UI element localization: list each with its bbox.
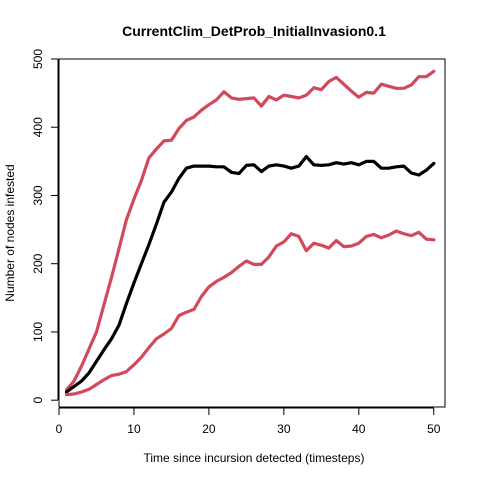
series-line-3 [64,229,436,397]
y-tick-label: 0 [31,397,45,404]
chart-title: CurrentClim_DetProb_InitialInvasion0.1 [122,23,386,39]
y-tick-label: 200 [31,253,45,273]
x-axis: 0 10 20 30 40 50 [56,407,441,436]
x-tick-label: 40 [352,422,366,436]
y-tick-label: 300 [31,185,45,205]
x-tick-label: 50 [427,422,441,436]
series-line-2 [64,155,436,394]
x-tick-label: 20 [202,422,216,436]
x-axis-label: Time since incursion detected (timesteps… [144,451,365,465]
series-group [64,69,436,397]
y-tick-label: 400 [31,117,45,137]
x-tick-label: 30 [277,422,291,436]
y-axis: 0 100 200 300 400 500 [31,49,59,404]
x-tick-label: 10 [127,422,141,436]
y-tick-label: 500 [31,49,45,69]
y-tick-label: 100 [31,322,45,342]
plot-box [58,58,446,408]
x-tick-label: 0 [56,422,63,436]
y-axis-label: Number of nodes infested [3,164,17,301]
series-line-1 [64,69,436,392]
